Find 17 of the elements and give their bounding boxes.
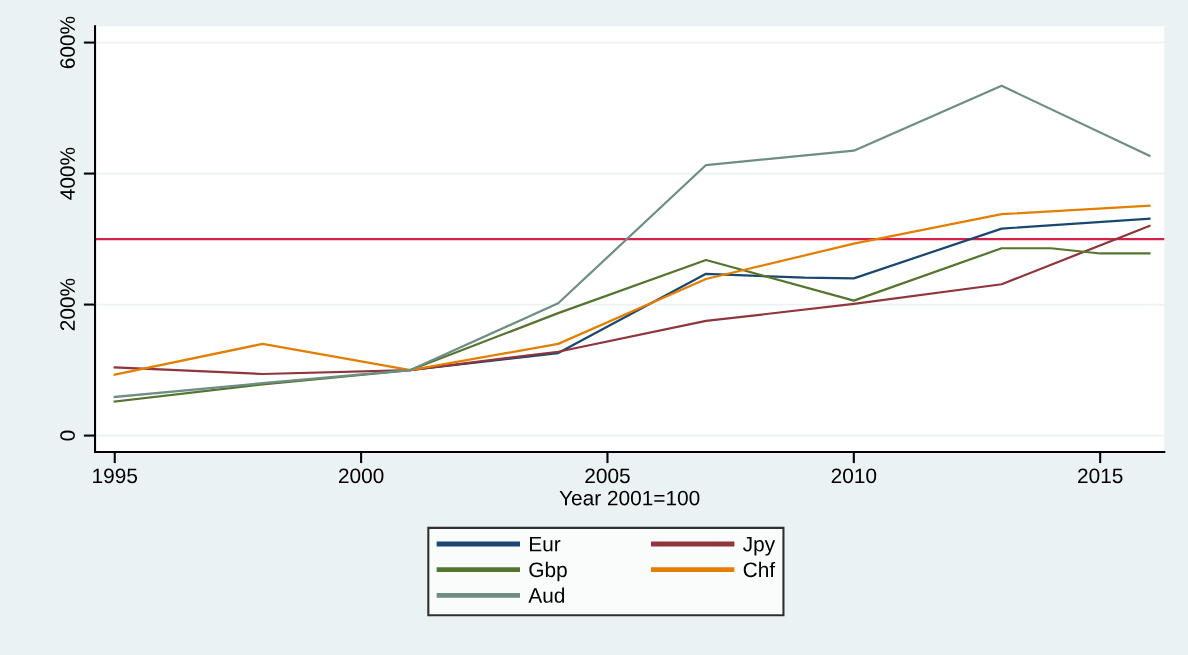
legend-label: Chf <box>743 561 776 578</box>
y-tick-label: 0 <box>60 430 75 441</box>
legend-label: Aud <box>528 587 565 603</box>
legend-label: Gbp <box>529 561 567 582</box>
x-axis-title: Year 2001=100 <box>559 490 700 506</box>
x-tick-label: 2015 <box>1078 468 1123 484</box>
legend-label: Eur <box>530 536 561 552</box>
x-tick-label: 2010 <box>831 468 877 484</box>
line-series <box>113 247 1151 403</box>
x-tick-label: 2000 <box>338 468 384 484</box>
x-tick-label: 1995 <box>93 468 138 484</box>
x-tick-label: 2005 <box>585 468 630 484</box>
y-tick-label: 600% <box>60 16 75 69</box>
legend-label: Jpy <box>743 536 776 556</box>
y-tick-label: 200% <box>60 278 75 331</box>
line-series <box>113 84 1151 399</box>
y-tick-label: 400% <box>60 147 75 200</box>
